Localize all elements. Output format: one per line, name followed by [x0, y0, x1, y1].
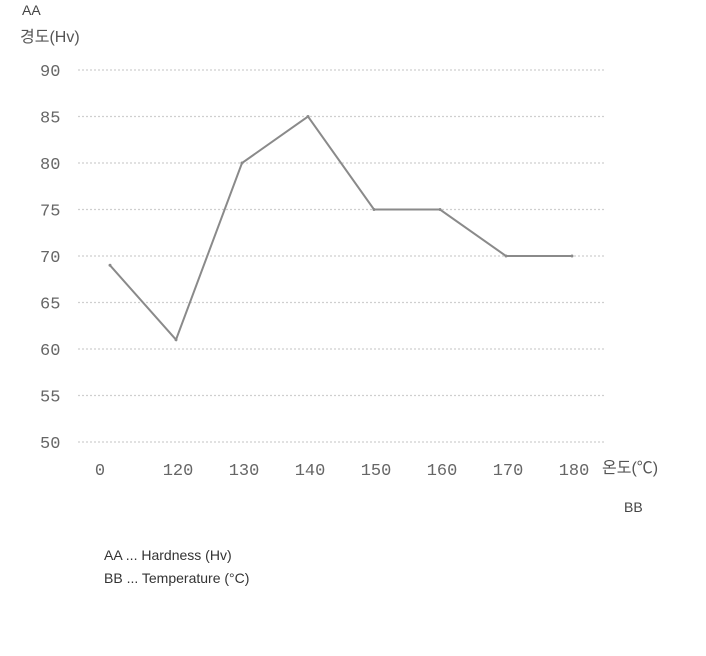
legend: AA ... Hardness (Hv) BB ... Temperature … — [104, 544, 249, 590]
x-tick-label: 120 — [163, 462, 194, 481]
x-tick-label: 0 — [95, 462, 105, 481]
legend-text: Hardness (Hv) — [141, 547, 231, 563]
y-axis-unit-label: 경도(Hv) — [20, 28, 80, 46]
data-point — [307, 115, 310, 118]
x-tick-label: 170 — [493, 462, 524, 481]
x-tick-label: 160 — [427, 462, 458, 481]
y-tick-label: 85 — [40, 110, 60, 129]
y-tick-label: 55 — [40, 389, 60, 408]
legend-separator: ... — [126, 547, 138, 563]
y-tick-label: 75 — [40, 203, 60, 222]
hardness-series — [109, 115, 574, 341]
data-point — [373, 208, 376, 211]
y-tick-label: 90 — [40, 63, 60, 82]
legend-item-aa: AA ... Hardness (Hv) — [104, 544, 249, 567]
y-tick-label: 50 — [40, 435, 60, 454]
data-point — [241, 162, 244, 165]
legend-separator: ... — [127, 570, 139, 586]
legend-code: AA — [104, 547, 122, 563]
data-point — [175, 338, 178, 341]
data-point — [109, 264, 112, 267]
y-tick-labels: 90 85 80 75 70 65 60 55 50 — [40, 63, 60, 454]
y-axis-code: AA — [22, 2, 41, 18]
series-line — [110, 117, 572, 340]
x-tick-label: 140 — [295, 462, 326, 481]
legend-text: Temperature (°C) — [142, 570, 250, 586]
y-tick-label: 80 — [40, 156, 60, 175]
y-tick-label: 70 — [40, 249, 60, 268]
legend-item-bb: BB ... Temperature (°C) — [104, 567, 249, 590]
data-point — [571, 255, 574, 258]
x-tick-label: 180 — [559, 462, 590, 481]
data-point — [439, 208, 442, 211]
x-axis-unit-label: 온도(℃) — [602, 459, 658, 477]
x-axis-code: BB — [624, 499, 643, 515]
x-tick-label: 150 — [361, 462, 392, 481]
y-tick-label: 60 — [40, 342, 60, 361]
data-point — [505, 255, 508, 258]
y-tick-label: 65 — [40, 296, 60, 315]
legend-code: BB — [104, 570, 123, 586]
x-tick-label: 130 — [229, 462, 260, 481]
x-tick-labels: 0 120 130 140 150 160 170 180 — [95, 462, 589, 481]
